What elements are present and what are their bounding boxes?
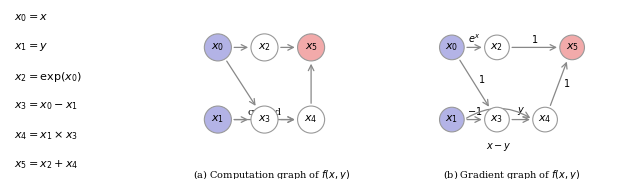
Text: $1$: $1$ xyxy=(479,73,486,85)
Text: $x_5$: $x_5$ xyxy=(566,42,579,53)
Text: $1$: $1$ xyxy=(531,33,538,45)
Text: $x_3$: $x_3$ xyxy=(258,114,271,125)
Text: (a) Computation graph of $f(x,y)$: (a) Computation graph of $f(x,y)$ xyxy=(193,168,351,179)
Text: $x_2$: $x_2$ xyxy=(490,42,504,53)
Circle shape xyxy=(204,34,232,61)
Text: $x_5 = x_2 + x_4$: $x_5 = x_2 + x_4$ xyxy=(14,158,79,171)
Text: $x_4$: $x_4$ xyxy=(305,114,318,125)
Circle shape xyxy=(440,35,464,60)
Circle shape xyxy=(251,106,278,133)
Text: $x_2$: $x_2$ xyxy=(258,42,271,53)
Text: $x_3$: $x_3$ xyxy=(490,114,504,125)
Text: $1$: $1$ xyxy=(563,78,570,90)
Text: $x_4 = x_1 \times x_3$: $x_4 = x_1 \times x_3$ xyxy=(14,129,78,142)
Text: $x_4$: $x_4$ xyxy=(538,114,552,125)
Text: $x-y$: $x-y$ xyxy=(486,141,511,153)
Text: $e^x$: $e^x$ xyxy=(468,33,481,45)
Circle shape xyxy=(251,34,278,61)
Circle shape xyxy=(532,107,557,132)
Text: $x_1$: $x_1$ xyxy=(445,114,458,125)
Text: $x_2 = \mathrm{exp}(x_0)$: $x_2 = \mathrm{exp}(x_0)$ xyxy=(14,70,82,84)
Circle shape xyxy=(560,35,584,60)
Circle shape xyxy=(298,34,324,61)
Circle shape xyxy=(484,35,509,60)
Circle shape xyxy=(204,106,232,133)
Text: $y$: $y$ xyxy=(517,105,525,117)
Text: $x_0$: $x_0$ xyxy=(445,42,458,53)
Text: $x_0$: $x_0$ xyxy=(211,42,225,53)
Circle shape xyxy=(440,107,464,132)
Text: $x_1 = y$: $x_1 = y$ xyxy=(14,41,49,53)
Text: $-1$: $-1$ xyxy=(467,105,482,117)
Text: $x_1$: $x_1$ xyxy=(211,114,225,125)
Text: $x_5$: $x_5$ xyxy=(305,42,317,53)
Circle shape xyxy=(484,107,509,132)
Text: $x_3 = x_0 - x_1$: $x_3 = x_0 - x_1$ xyxy=(14,100,78,112)
Circle shape xyxy=(298,106,324,133)
Text: $x_0 = x$: $x_0 = x$ xyxy=(14,12,49,24)
Text: curved: curved xyxy=(248,108,282,117)
Text: (b) Gradient graph of $f(x,y)$: (b) Gradient graph of $f(x,y)$ xyxy=(444,168,580,179)
